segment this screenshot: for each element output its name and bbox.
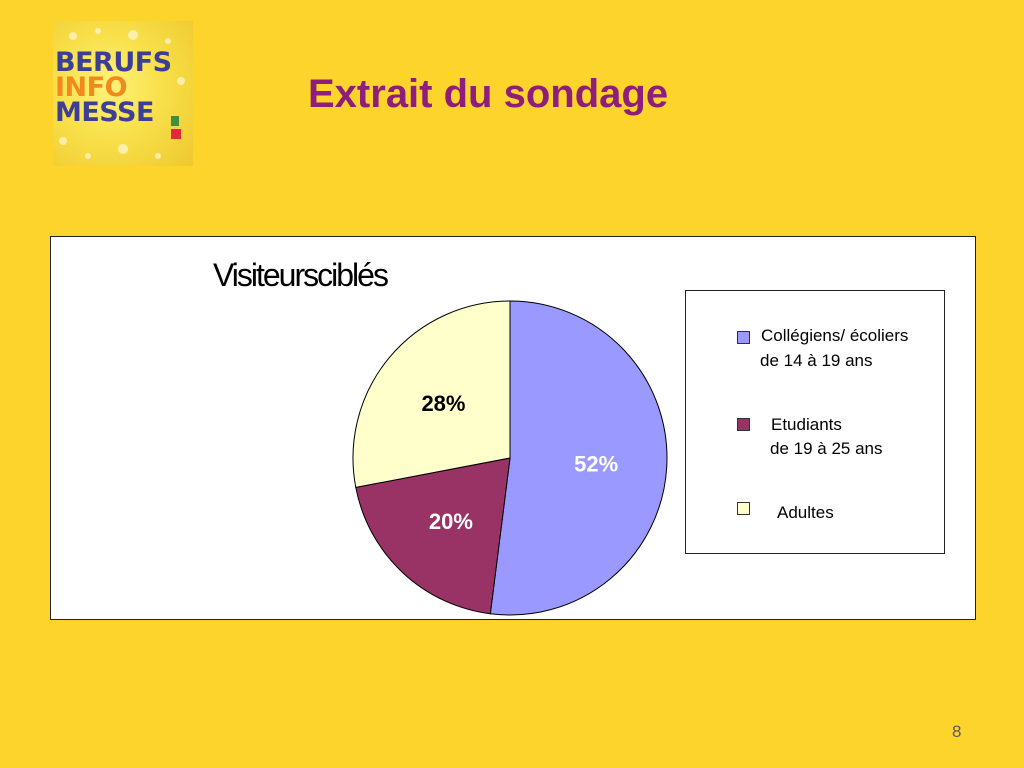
legend-label-adultes: Adultes bbox=[777, 503, 834, 522]
legend-label-etudiants-line2: de 19 à 25 ans bbox=[770, 439, 883, 458]
chart-legend: Collégiens/ écoliers de 14 à 19 ans Etud… bbox=[685, 290, 945, 554]
berufs-info-messe-logo: BERUFS INFO MESSE bbox=[53, 21, 193, 166]
data-label-adultes: 28% bbox=[421, 391, 465, 416]
legend-label-etudiants-line1: Etudiants bbox=[771, 415, 842, 434]
page-number: 8 bbox=[952, 722, 962, 741]
pie-slice-collegiens bbox=[489, 300, 668, 616]
chart-title: Visiteursciblés bbox=[213, 257, 389, 293]
legend-label-collegiens-line1: Collégiens/ écoliers bbox=[761, 326, 909, 345]
logo-dot-pattern bbox=[59, 28, 185, 159]
pie-slice-adultes bbox=[352, 300, 511, 489]
legend-swatch-collegiens bbox=[737, 331, 750, 344]
legend-label-collegiens-line2: de 14 à 19 ans bbox=[760, 351, 873, 370]
chart-frame: Visiteursciblés 52% 20% 28% Collégiens/ éc… bbox=[50, 236, 976, 620]
logo-word-3: MESSE bbox=[55, 97, 154, 128]
data-label-collegiens: 52% bbox=[574, 451, 618, 476]
pie-slice-etudiants bbox=[355, 457, 511, 615]
logo-word-1: BERUFS bbox=[55, 47, 172, 78]
legend-swatch-etudiants bbox=[737, 418, 750, 431]
logo-word-2: INFO bbox=[55, 72, 128, 103]
legend-swatch-adultes bbox=[737, 502, 750, 515]
page-title: Extrait du sondage bbox=[308, 72, 669, 116]
pie-chart: 52% 20% 28% bbox=[352, 300, 668, 616]
data-label-etudiants: 20% bbox=[429, 509, 473, 534]
